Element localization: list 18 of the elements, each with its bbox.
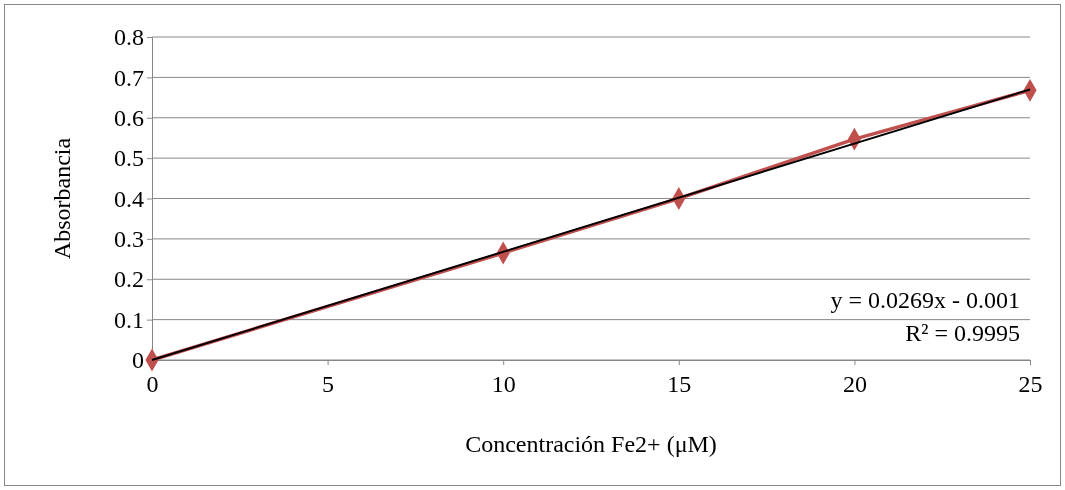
y-axis-title: Absorbancia (49, 137, 75, 260)
x-tick-label: 5 (322, 371, 335, 397)
y-tick-label: 0.5 (114, 145, 144, 172)
annotation: R² = 0.9995 (905, 320, 1020, 346)
x-axis-title: Concentración Fe2+ (μM) (465, 431, 717, 457)
y-tick-label: 0.7 (114, 64, 144, 91)
y-tick-label: 0.4 (114, 185, 144, 212)
y-tick-label: 0.3 (114, 226, 144, 253)
y-tick-label: 0.6 (114, 104, 144, 131)
x-tick-label: 25 (1018, 371, 1043, 397)
x-tick-label: 15 (667, 371, 692, 397)
x-tick-label: 10 (491, 371, 516, 397)
y-tick-label: 0.2 (114, 266, 144, 293)
annotation: y = 0.0269x - 0.001 (830, 287, 1020, 313)
x-tick-label: 20 (842, 371, 867, 397)
y-tick-label: 0.8 (114, 24, 144, 51)
y-tick-label: 0.1 (114, 306, 144, 333)
y-tick-label: 0 (132, 347, 144, 374)
